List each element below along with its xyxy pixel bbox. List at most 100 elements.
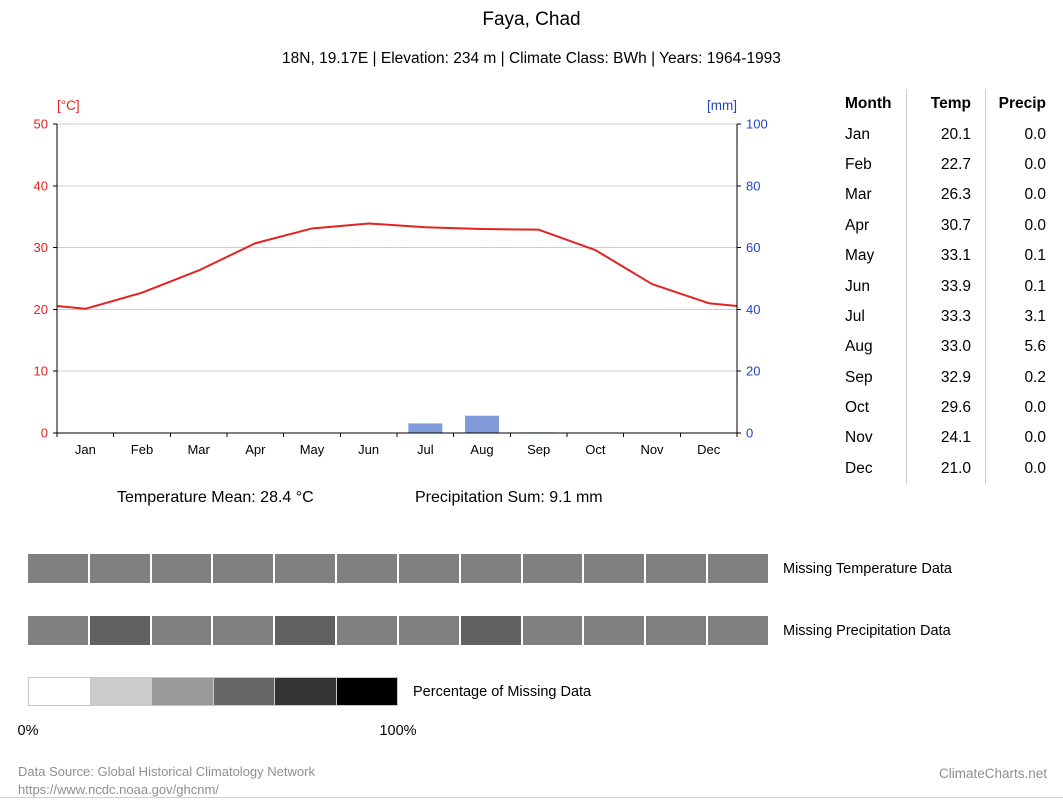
missing-data-legend (28, 677, 398, 706)
missing-precipitation-segment (646, 616, 707, 645)
missing-precipitation-segment (522, 616, 583, 645)
missing-temperature-segment (398, 554, 459, 583)
table-header-cell: Precip (998, 95, 1046, 113)
table-cell: May (845, 247, 875, 265)
table-row: Aug 33.0 5.6 (838, 332, 1050, 362)
table-cell: 0.0 (1024, 459, 1046, 477)
missing-temperature-segment (213, 554, 274, 583)
missing-temperature-segment (337, 554, 397, 583)
table-header-cell: Month (845, 95, 892, 113)
table-cell: Nov (845, 429, 873, 447)
missing-temperature-segment (28, 554, 88, 583)
left-axis-unit-label: [°C] (57, 98, 80, 113)
table-cell: 29.6 (940, 399, 971, 417)
missing-precipitation-segment (337, 616, 397, 645)
missing-temperature-segment (708, 554, 768, 583)
month-tick-label: Nov (640, 442, 664, 457)
table-cell: 32.9 (940, 368, 971, 386)
month-tick-label: Aug (470, 442, 493, 457)
left-axis-tick-label: 50 (34, 117, 48, 132)
missing-precipitation-segment (213, 616, 274, 645)
table-cell: 22.7 (940, 155, 971, 173)
month-tick-label: Mar (187, 442, 210, 457)
table-cell: 3.1 (1024, 307, 1046, 325)
missing-precipitation-segment (28, 616, 88, 645)
missing-temperature-bar (28, 554, 768, 583)
table-cell: 21.0 (940, 459, 971, 477)
table-header-cell: Temp (930, 95, 971, 113)
missing-temperature-segment (151, 554, 212, 583)
month-tick-label: Jan (75, 442, 96, 457)
table-cell: Mar (845, 186, 872, 204)
table-cell: Sep (845, 368, 873, 386)
precipitation-bar (465, 415, 499, 433)
data-source-line1: Data Source: Global Historical Climatolo… (18, 764, 315, 779)
right-axis-tick-label: 80 (746, 178, 760, 193)
page-title: Faya, Chad (482, 9, 581, 30)
right-axis-unit-label: [mm] (707, 98, 737, 113)
table-header-row: Month Temp Precip (838, 89, 1050, 119)
table-row: Jul 33.3 3.1 (838, 302, 1050, 332)
right-axis-tick-label: 60 (746, 240, 760, 255)
missing-precipitation-segment (584, 616, 645, 645)
table-cell: 0.1 (1024, 247, 1046, 265)
table-row: Dec 21.0 0.0 (838, 454, 1050, 484)
month-tick-label: Apr (245, 442, 266, 457)
table-cell: 0.1 (1024, 277, 1046, 295)
table-cell: Feb (845, 155, 872, 173)
left-axis-tick-label: 0 (41, 426, 48, 441)
right-axis-tick-label: 100 (746, 117, 768, 132)
month-tick-label: Sep (527, 442, 550, 457)
missing-temperature-segment (584, 554, 645, 583)
table-cell: 30.7 (940, 216, 971, 234)
missing-temperature-segment (89, 554, 150, 583)
table-cell: 24.1 (940, 429, 971, 447)
table-cell: 33.9 (940, 277, 971, 295)
table-cell: 20.1 (940, 125, 971, 143)
missing-precipitation-label: Missing Precipitation Data (783, 623, 951, 639)
table-row: Jun 33.9 0.1 (838, 271, 1050, 301)
data-source: Data Source: Global Historical Climatolo… (18, 763, 315, 800)
brand-link[interactable]: ClimateCharts.net (938, 766, 1047, 781)
right-axis-tick-label: 0 (746, 426, 753, 441)
month-tick-label: Dec (697, 442, 721, 457)
table-row: Oct 29.6 0.0 (838, 393, 1050, 423)
missing-temperature-segment (646, 554, 707, 583)
bottom-divider (0, 797, 1063, 798)
left-axis-tick-label: 20 (34, 302, 48, 317)
table-row: Apr 30.7 0.0 (838, 211, 1050, 241)
missing-precipitation-segment (151, 616, 212, 645)
table-cell: Jun (845, 277, 870, 295)
missing-precipitation-segment (275, 616, 336, 645)
month-tick-label: Jun (358, 442, 379, 457)
table-cell: Apr (845, 216, 870, 234)
table-cell: 33.1 (940, 247, 971, 265)
precipitation-bar (408, 423, 443, 433)
table-cell: 0.0 (1024, 186, 1046, 204)
page-subtitle: 18N, 19.17E | Elevation: 234 m | Climate… (282, 50, 781, 67)
right-axis-tick-label: 20 (746, 364, 760, 379)
table-cell: 0.2 (1024, 368, 1046, 386)
table-cell: 0.0 (1024, 216, 1046, 234)
month-tick-label: May (300, 442, 325, 457)
table-row: Mar 26.3 0.0 (838, 180, 1050, 210)
missing-precipitation-bar (28, 616, 768, 645)
table-cell: Jan (845, 125, 870, 143)
table-cell: Dec (845, 459, 873, 477)
table-cell: 0.0 (1024, 155, 1046, 173)
legend-max-label: 100% (379, 723, 417, 739)
table-row: May 33.1 0.1 (838, 241, 1050, 271)
legend-shade-cell (212, 678, 274, 705)
table-cell: 0.0 (1024, 429, 1046, 447)
missing-precipitation-segment (460, 616, 521, 645)
table-cell: 5.6 (1024, 338, 1046, 356)
missing-precipitation-segment (89, 616, 150, 645)
table-row: Nov 24.1 0.0 (838, 423, 1050, 453)
missing-data-legend-label: Percentage of Missing Data (413, 684, 592, 700)
legend-shade-cell (335, 678, 397, 705)
table-cell: 33.0 (940, 338, 971, 356)
data-source-url[interactable]: https://www.ncdc.noaa.gov/ghcnm/ (18, 782, 219, 798)
precipitation-sum-text: Precipitation Sum: 9.1 mm (415, 489, 603, 506)
missing-precipitation-segment (708, 616, 768, 645)
